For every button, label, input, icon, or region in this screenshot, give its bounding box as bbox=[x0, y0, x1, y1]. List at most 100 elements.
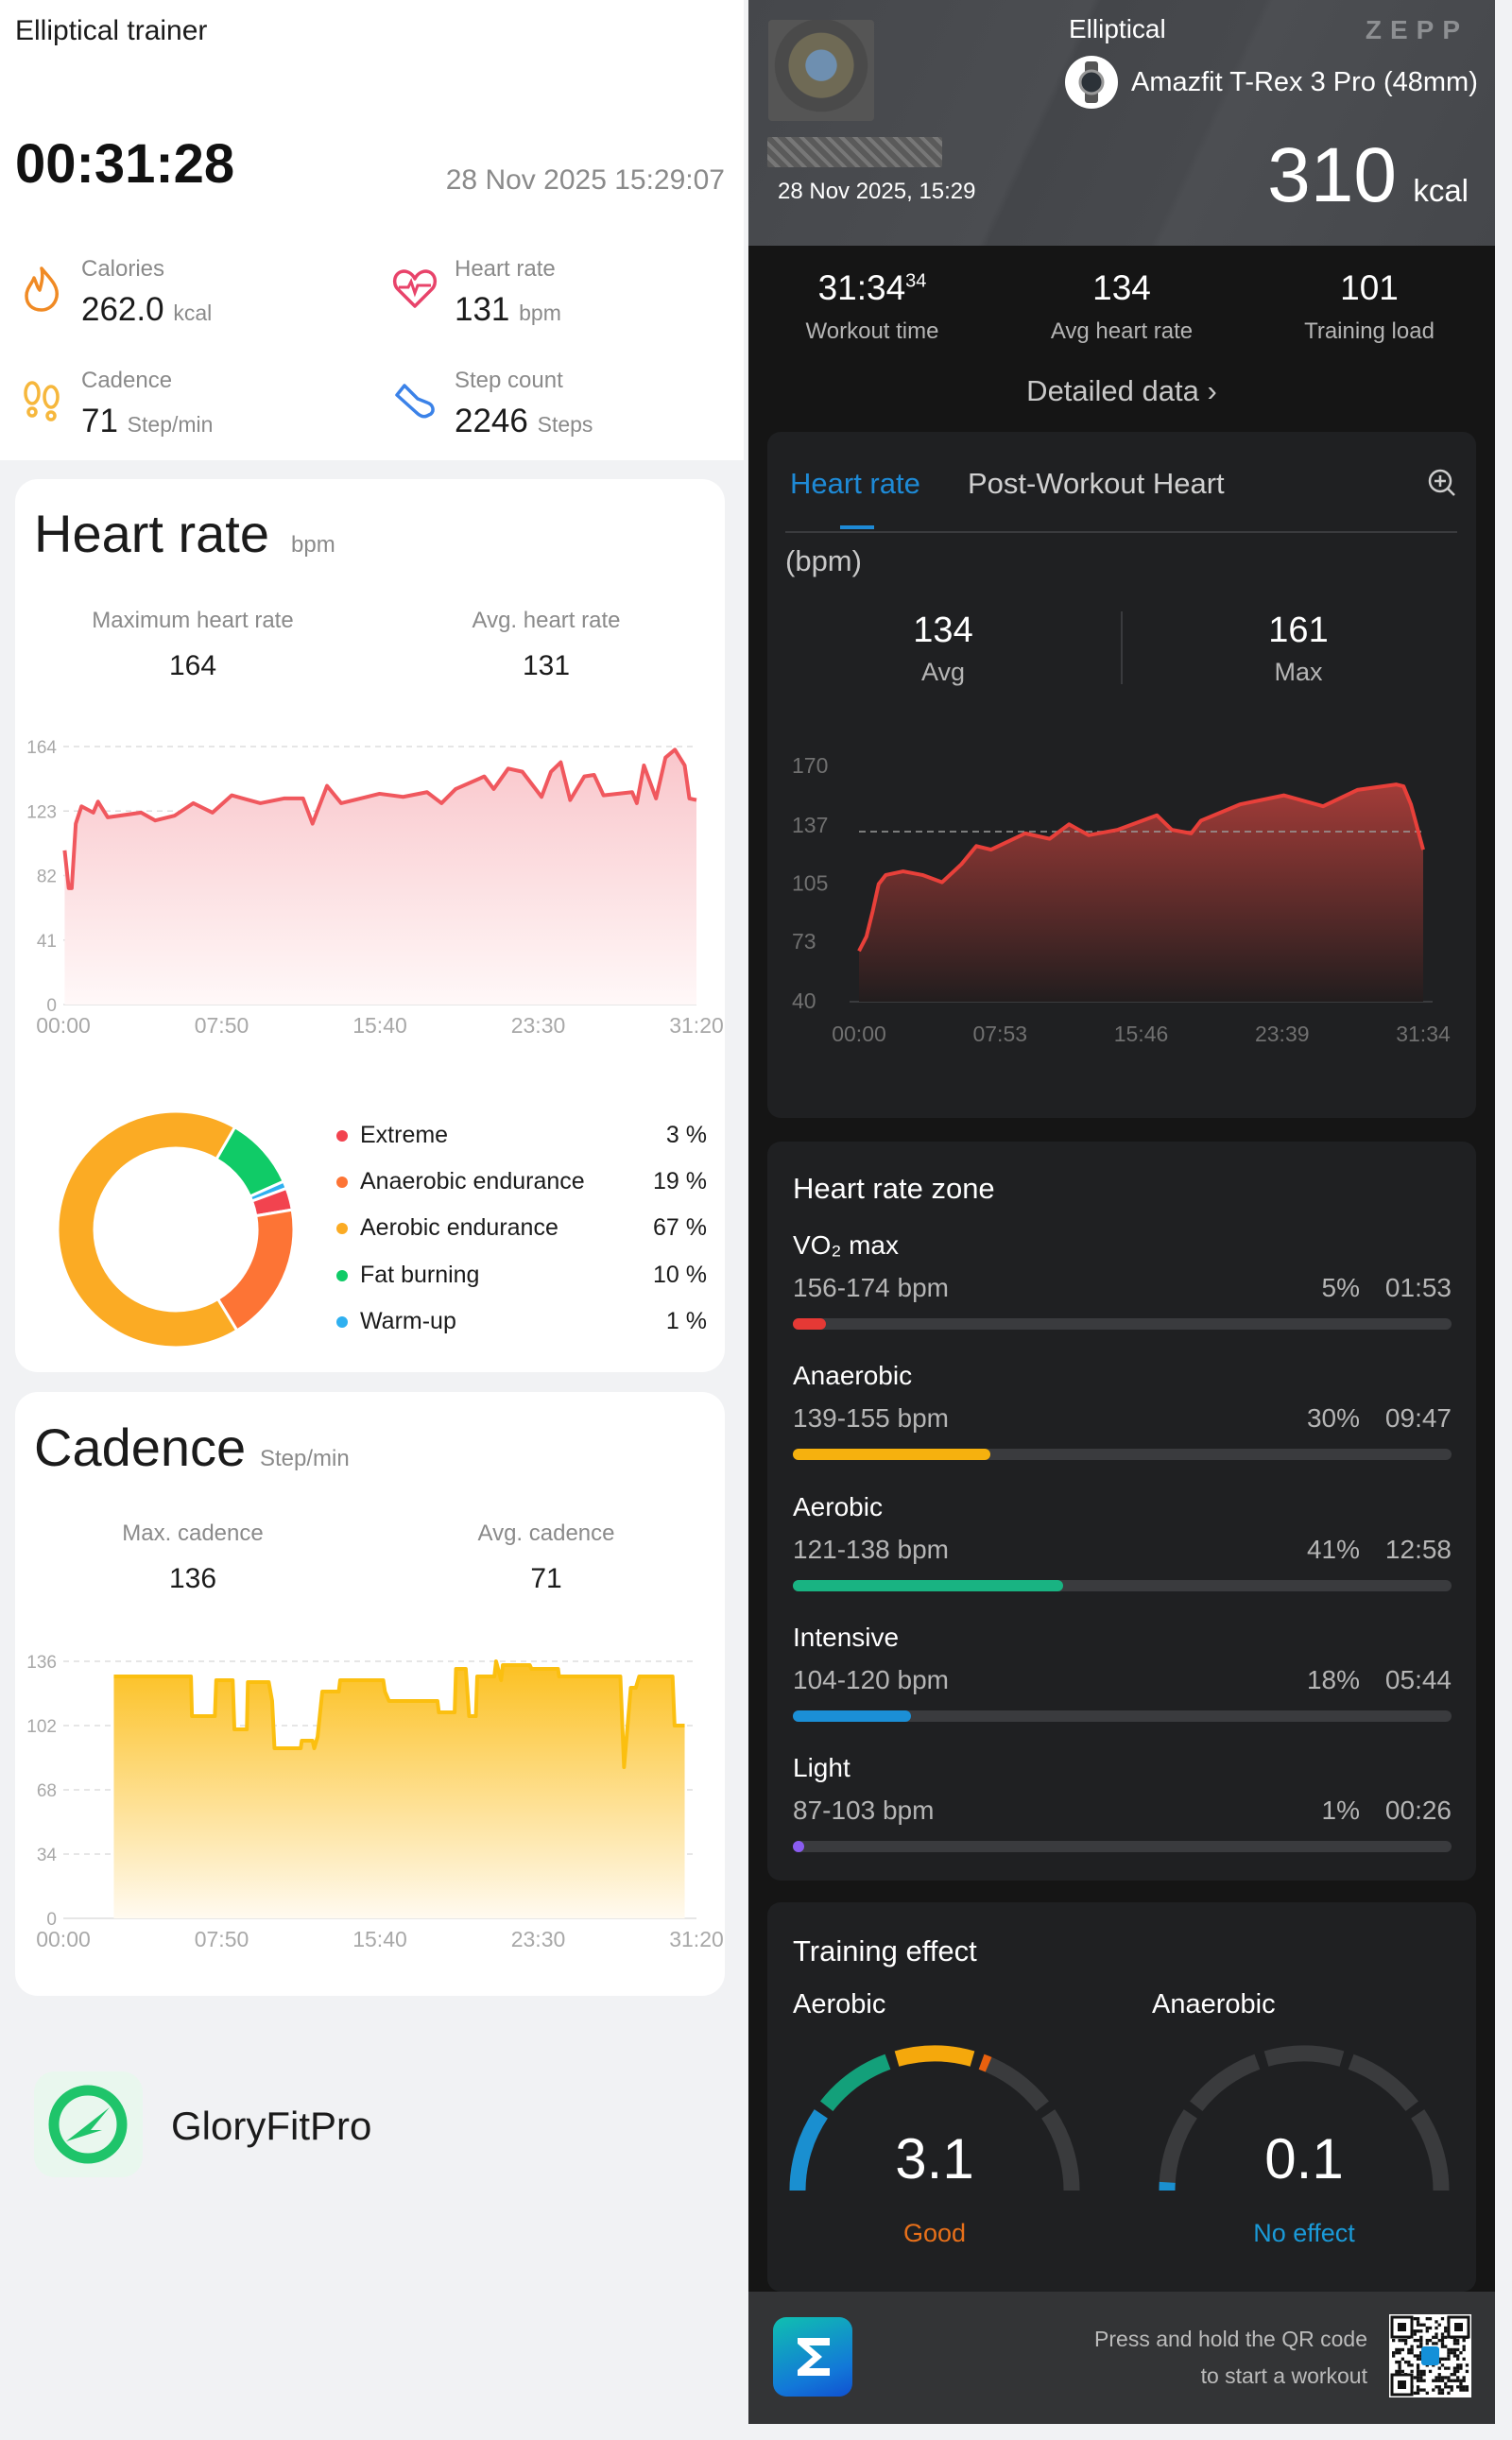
zone-percent: 41% bbox=[1306, 1534, 1360, 1564]
zone-progress-bar bbox=[793, 1449, 1452, 1461]
gauge-track bbox=[1263, 2045, 1345, 2067]
qr-module bbox=[1432, 2388, 1435, 2392]
qr-module bbox=[1416, 2373, 1420, 2377]
gauge-track bbox=[1041, 2109, 1080, 2191]
heart-rate-card-unit: bpm bbox=[291, 532, 335, 558]
qr-module bbox=[1452, 2354, 1457, 2358]
y-tick-label: 82 bbox=[37, 868, 57, 887]
zone-progress-bar bbox=[793, 1579, 1452, 1591]
qr-module bbox=[1437, 2357, 1441, 2361]
qr-module bbox=[1413, 2376, 1417, 2380]
zone-progress-fill bbox=[793, 1449, 991, 1461]
qr-module bbox=[1422, 2388, 1426, 2392]
qr-center-logo bbox=[1421, 2346, 1439, 2365]
qr-module bbox=[1447, 2354, 1451, 2358]
user-avatar[interactable] bbox=[768, 20, 874, 121]
qr-module bbox=[1400, 2347, 1405, 2352]
zone-range: 104-120 bpm bbox=[793, 1664, 950, 1694]
qr-module bbox=[1456, 2357, 1460, 2361]
y-tick-label: 41 bbox=[37, 932, 57, 952]
qr-module bbox=[1419, 2342, 1423, 2345]
qr-module bbox=[1413, 2317, 1417, 2321]
y-tick-label: 102 bbox=[26, 1717, 57, 1737]
qr-module bbox=[1437, 2360, 1441, 2364]
zepp-brand-logo: ZEPP bbox=[1365, 15, 1469, 44]
training-load-label: Training load bbox=[1304, 318, 1435, 344]
zone-time: 05:44 bbox=[1384, 1664, 1452, 1694]
x-tick-label: 00:00 bbox=[36, 1013, 91, 1038]
calories-label: Calories bbox=[81, 256, 165, 282]
zepp-sport-name: Elliptical bbox=[1069, 14, 1166, 43]
qr-code[interactable] bbox=[1389, 2314, 1471, 2397]
zone-percent: 18% bbox=[1306, 1664, 1360, 1694]
qr-module bbox=[1403, 2342, 1408, 2345]
gauge-fill bbox=[789, 2109, 828, 2191]
workout-time-value: 31:3434 bbox=[817, 268, 927, 307]
legend-pct: 19 % bbox=[653, 1168, 707, 1194]
qr-module bbox=[1419, 2388, 1423, 2392]
qr-finder bbox=[1454, 2323, 1463, 2331]
qr-module bbox=[1413, 2338, 1417, 2343]
qr-module bbox=[1416, 2376, 1420, 2380]
workout-title: Elliptical trainer bbox=[15, 15, 208, 46]
qr-module bbox=[1437, 2379, 1441, 2382]
qr-module bbox=[1440, 2379, 1445, 2382]
zepp-hr-avg-label: Avg bbox=[920, 658, 966, 686]
stat-divider bbox=[1121, 611, 1123, 684]
zone-progress-bar bbox=[793, 1710, 1452, 1722]
qr-module bbox=[1447, 2385, 1451, 2389]
qr-module bbox=[1452, 2373, 1457, 2377]
qr-module bbox=[1410, 2345, 1414, 2348]
tab-heart-rate[interactable]: Heart rate bbox=[790, 467, 920, 500]
qr-module bbox=[1440, 2338, 1445, 2343]
qr-module bbox=[1400, 2338, 1405, 2343]
qr-module bbox=[1437, 2323, 1441, 2327]
qr-module bbox=[1419, 2357, 1423, 2361]
qr-module bbox=[1444, 2385, 1448, 2389]
qr-module bbox=[1465, 2388, 1469, 2392]
qr-module bbox=[1403, 2360, 1408, 2364]
qr-module bbox=[1416, 2379, 1420, 2382]
tab-post-workout-heart[interactable]: Post-Workout Heart bbox=[968, 467, 1225, 500]
legend-dot bbox=[336, 1270, 348, 1281]
qr-module bbox=[1440, 2363, 1445, 2367]
footprints-icon bbox=[21, 380, 64, 427]
zepp-heart-rate-card bbox=[767, 432, 1476, 1118]
qr-module bbox=[1416, 2388, 1420, 2392]
qr-module bbox=[1452, 2351, 1457, 2355]
zone-progress-bar bbox=[793, 1318, 1452, 1330]
qr-module bbox=[1416, 2320, 1420, 2324]
avg-heart-rate-value: 131 bbox=[522, 650, 571, 681]
x-tick-label: 23:39 bbox=[1255, 1022, 1310, 1046]
x-tick-label: 23:30 bbox=[511, 1927, 566, 1951]
legend-pct: 10 % bbox=[653, 1262, 707, 1288]
qr-module bbox=[1462, 2376, 1466, 2380]
aerobic-label: Aerobic bbox=[793, 1989, 886, 2019]
qr-module bbox=[1395, 2369, 1399, 2374]
qr-module bbox=[1447, 2391, 1451, 2396]
x-tick-label: 07:50 bbox=[195, 1927, 249, 1951]
qr-module bbox=[1392, 2354, 1396, 2358]
qr-module bbox=[1419, 2338, 1423, 2343]
zepp-calories-unit: kcal bbox=[1413, 173, 1469, 208]
qr-module bbox=[1403, 2338, 1408, 2343]
zone-range: 87-103 bpm bbox=[793, 1796, 935, 1826]
gauge-fill bbox=[894, 2045, 975, 2067]
heart-rate-zone-donut bbox=[56, 1109, 296, 1349]
detailed-data-link[interactable]: Detailed data › bbox=[1026, 374, 1217, 407]
zoom-in-icon[interactable] bbox=[1427, 468, 1457, 498]
qr-module bbox=[1419, 2379, 1423, 2382]
zone-name: VO₂ max bbox=[793, 1230, 899, 1260]
qr-module bbox=[1456, 2379, 1460, 2382]
qr-module bbox=[1422, 2379, 1426, 2382]
zone-range: 121-138 bpm bbox=[793, 1534, 950, 1564]
qr-module bbox=[1410, 2363, 1414, 2367]
qr-module bbox=[1398, 2347, 1401, 2352]
qr-module bbox=[1413, 2354, 1417, 2358]
legend-pct: 3 % bbox=[665, 1122, 707, 1148]
qr-module bbox=[1452, 2338, 1457, 2343]
zone-percent: 1% bbox=[1321, 1796, 1360, 1826]
y-tick-label: 40 bbox=[792, 988, 816, 1013]
donut-slice bbox=[215, 1208, 296, 1332]
qr-module bbox=[1422, 2369, 1426, 2374]
